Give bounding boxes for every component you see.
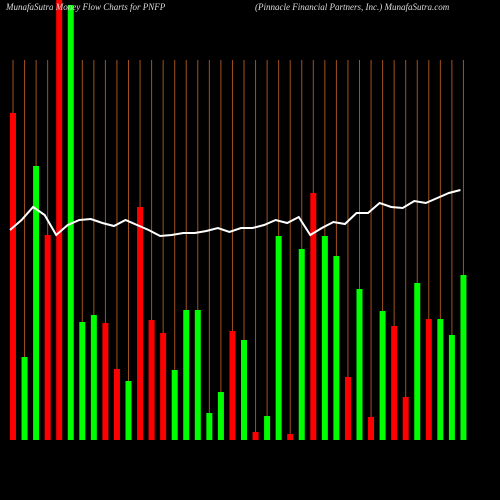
bar (391, 326, 398, 440)
bar (183, 310, 190, 440)
bar (44, 235, 51, 440)
bar (252, 432, 259, 440)
bar (21, 357, 28, 440)
bar (333, 256, 340, 440)
bar (368, 417, 375, 440)
bar (171, 370, 178, 440)
bar (160, 333, 167, 440)
bar (217, 392, 224, 440)
bar (287, 434, 294, 440)
bar (379, 311, 386, 440)
bar (321, 236, 328, 440)
bar (90, 315, 97, 440)
bar (298, 249, 305, 440)
bar (206, 413, 213, 440)
bar (437, 319, 444, 440)
bar (125, 381, 132, 440)
bar (414, 283, 421, 440)
bars (10, 0, 467, 440)
bar (402, 397, 409, 440)
bar (56, 0, 63, 440)
bar (10, 113, 16, 440)
bar (448, 335, 455, 440)
bar (194, 310, 201, 440)
bar (356, 289, 363, 440)
bar (102, 323, 109, 440)
chart-title: MunafaSutra Money Flow Charts for PNFP (5, 2, 166, 12)
money-flow-line (9, 189, 461, 238)
bar (264, 416, 271, 440)
bar (310, 193, 317, 440)
bar (425, 319, 432, 440)
bar (33, 166, 40, 440)
bar (67, 5, 74, 440)
bar (137, 207, 144, 440)
bar (460, 275, 467, 440)
bar (344, 377, 351, 440)
bar (241, 340, 247, 440)
bar (148, 320, 155, 440)
bar (113, 369, 120, 440)
chart-subtitle: (Pinnacle Financial Partners, Inc.) Muna… (255, 2, 450, 12)
bar (79, 322, 86, 440)
bar (275, 236, 282, 440)
bar (229, 331, 236, 440)
